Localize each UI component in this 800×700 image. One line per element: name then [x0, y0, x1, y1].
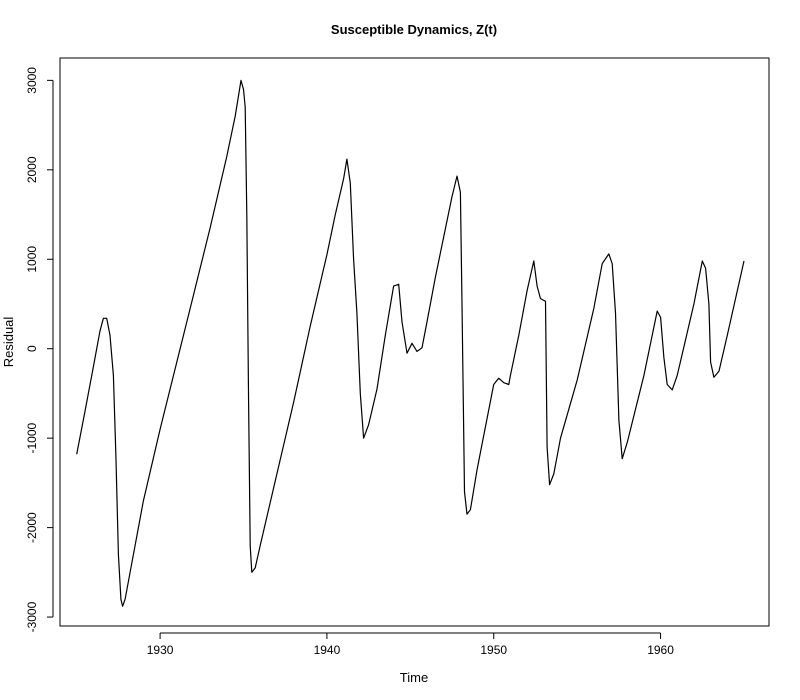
- series-line: [76, 79, 745, 607]
- x-tick-label: 1930: [147, 643, 174, 657]
- y-tick-label: -2000: [25, 512, 39, 543]
- x-tick-label: 1950: [480, 643, 507, 657]
- y-axis-label: Residual: [1, 317, 16, 368]
- y-axis: -3000 -2000 -1000 0 1000 2000 3000: [25, 67, 54, 632]
- y-tick-label: -1000: [25, 422, 39, 453]
- y-tick-label: 3000: [25, 67, 39, 94]
- x-axis: 1930 1940 1950 1960: [147, 632, 674, 657]
- y-tick-label: 1000: [25, 246, 39, 273]
- chart-title: Susceptible Dynamics, Z(t): [331, 22, 497, 37]
- x-tick-label: 1940: [314, 643, 341, 657]
- y-tick-label: 0: [25, 345, 39, 352]
- y-tick-label: -3000: [25, 601, 39, 632]
- x-axis-label: Time: [400, 670, 428, 685]
- y-tick-label: 2000: [25, 156, 39, 183]
- x-tick-label: 1960: [647, 643, 674, 657]
- plot-area-frame: [59, 57, 770, 627]
